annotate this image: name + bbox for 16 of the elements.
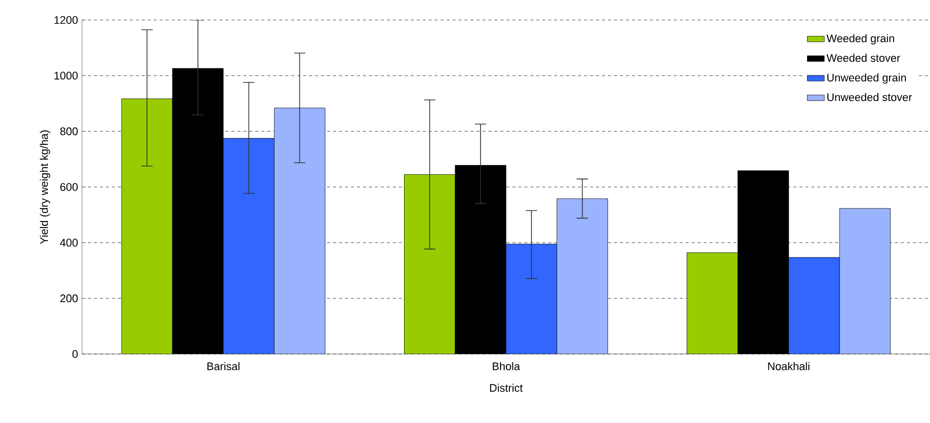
y-tick-label: 1200 <box>54 16 78 24</box>
legend-label: Unweeded stover <box>827 93 912 102</box>
x-tick-label: Barisal <box>207 362 240 370</box>
y-tick-label: 1000 <box>54 72 78 80</box>
legend-label: Weeded stover <box>826 54 900 62</box>
x-tick-label: Noakhali <box>768 362 810 370</box>
legend-label: Unweeded grain <box>827 73 906 84</box>
y-tick-label: 0 <box>72 350 78 358</box>
y-tick-label: 600 <box>60 183 78 191</box>
y-tick-label: 200 <box>60 294 78 302</box>
legend-label: Weeded grain <box>826 34 894 44</box>
x-tick-label: Bhola <box>492 362 520 370</box>
x-axis-title: District <box>490 384 523 392</box>
y-axis-title: Yield (dry weight kg/ha) <box>40 130 50 244</box>
y-tick-label: 400 <box>60 238 78 247</box>
y-tick-label: 800 <box>60 127 78 136</box>
